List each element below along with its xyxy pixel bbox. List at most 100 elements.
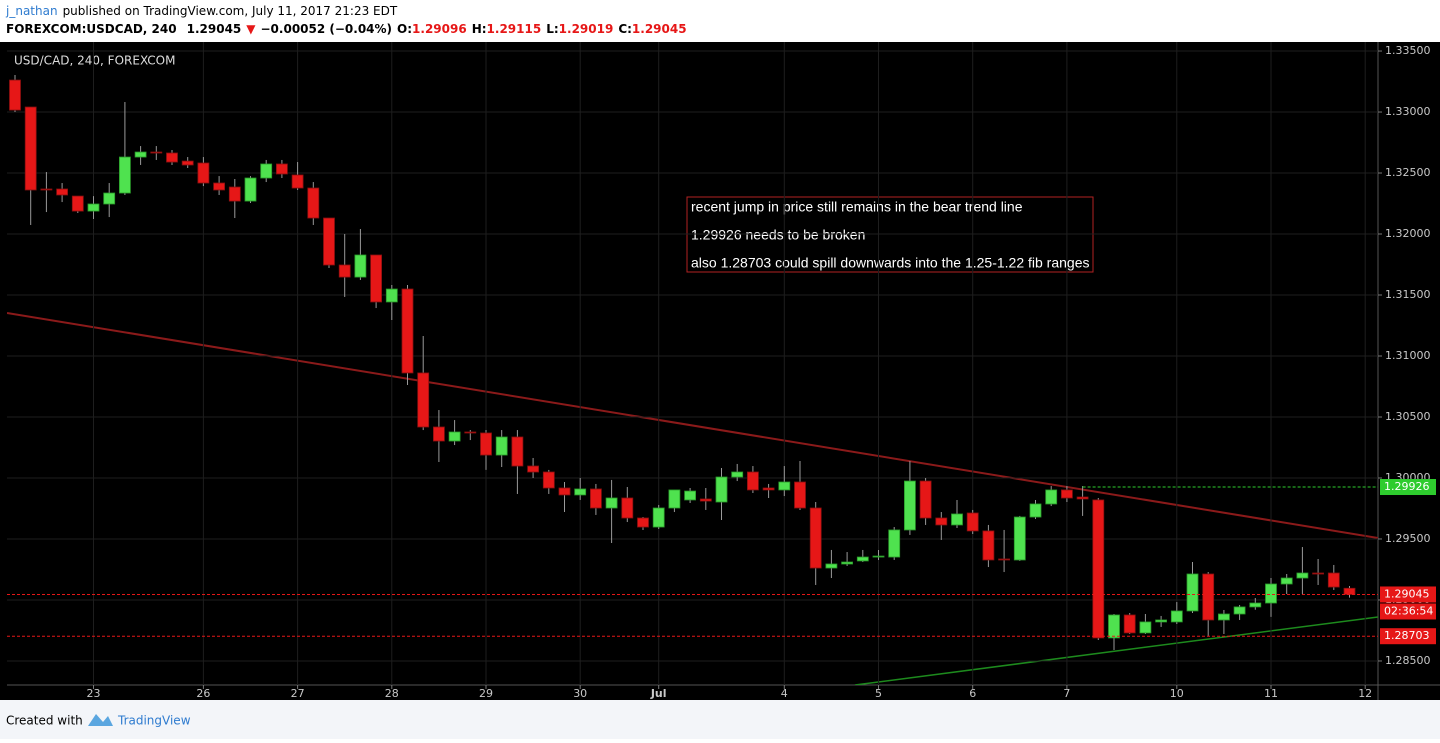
candle-body [213,182,226,191]
price-label-box [1380,628,1436,645]
footer-brand[interactable]: TradingView [117,714,191,728]
countdown-box [1380,603,1436,620]
candle-body [1186,573,1199,612]
candle-body [605,497,618,509]
y-tick-label: 1.31000 [1385,349,1431,362]
header-bg [0,0,1440,42]
candle-body [119,156,131,194]
x-tick-label: 11 [1264,687,1278,700]
y-tick-label: 1.33000 [1385,105,1431,118]
price-label: 1.29926 [1384,480,1430,493]
candle-body [1343,587,1356,595]
candle-body [652,507,665,528]
candle-body [432,426,445,442]
candle-body [1170,610,1183,623]
candle-body [856,556,869,562]
candle-body [982,530,995,561]
ohlc-label: H: [472,22,487,36]
candle-body [966,512,979,532]
candle-body [574,488,587,496]
candle-body [291,174,304,189]
candle-body [197,162,210,184]
ohlc-value: 1.29115 [487,22,542,36]
y-tick-label: 1.31500 [1385,288,1431,301]
candle-body [527,465,539,473]
candle-body [1045,489,1058,505]
price-label: 1.29045 [1384,587,1430,600]
candle-body [56,188,68,196]
x-tick-label: 7 [1063,687,1070,700]
y-tick-label: 1.28500 [1385,654,1431,667]
drawings [7,312,1378,685]
author[interactable]: j_nathan [5,4,58,18]
candle-body [275,163,288,175]
candle-body [699,498,712,502]
candle-body [385,288,398,303]
last: 1.29045 [187,22,242,36]
x-tick-label: 12 [1358,687,1372,700]
candle-body [935,517,948,526]
header-line: j_nathan published on TradingView.com, Ju… [5,4,398,18]
candle-body [1296,572,1309,579]
candle-body [904,480,916,531]
candle-body [495,436,508,456]
candle-body [244,177,257,202]
candle-body [951,513,963,526]
candle-body [307,187,320,219]
candle-body [1076,496,1089,500]
candle-body [1202,573,1215,621]
footer-bg [0,700,1440,739]
footer-created: Created with [6,714,83,728]
candle-body [417,372,430,428]
candle-body [872,555,885,558]
support-trend-line [854,616,1378,685]
ohlc-label: C: [618,22,632,36]
candle-body [24,106,37,191]
y-tick-label: 1.29500 [1385,532,1431,545]
candle-body [668,489,681,509]
price-label-box [1380,586,1436,603]
price-label-box [1380,479,1436,496]
candle-body [841,561,853,565]
logo [88,714,113,726]
x-tick-label: Jul [650,687,667,700]
candle-body [747,471,759,491]
candle-body [1312,572,1324,575]
chart-title: USD/CAD, 240, FOREXCOM [14,54,175,68]
y-tick-label: 1.33500 [1385,44,1431,57]
candle-body [590,488,602,509]
candle-body [323,217,335,266]
arrow: ▼ [246,22,256,36]
candle-body [1123,614,1136,634]
x-tick-label: 26 [196,687,210,700]
candle-body [134,151,147,158]
candle-body [260,163,273,179]
candle-body [40,188,53,191]
candle-body [1155,619,1167,623]
candle-body [150,151,163,154]
candle-body [558,487,571,496]
y-tick-label: 1.30500 [1385,410,1431,423]
candle-body [778,481,791,491]
published: published on TradingView.com, July 11, 2… [63,4,398,18]
quote-line: FOREXCOM:USDCAD, 240 1.29045 ▼ −0.00052 (−0… [6,22,687,36]
candle-body [794,481,806,509]
candle-body [370,254,383,303]
candle-body [542,471,555,489]
candle-body [181,160,194,166]
x-tick-label: 29 [479,687,493,700]
x-tick-label: 23 [87,687,101,700]
candle-body [809,507,822,569]
candle-body [1218,613,1230,621]
ohlc-label: O: [397,22,412,36]
candle-body [1280,577,1293,585]
candle-body [1249,602,1262,608]
chart-bg [0,42,1440,700]
bear-trend-line [7,312,1378,539]
candle-body [166,152,178,163]
ohlc-value: 1.29019 [559,22,614,36]
x-tick-label: 5 [875,687,882,700]
candle-body [684,490,696,501]
candle-body [1108,614,1120,639]
